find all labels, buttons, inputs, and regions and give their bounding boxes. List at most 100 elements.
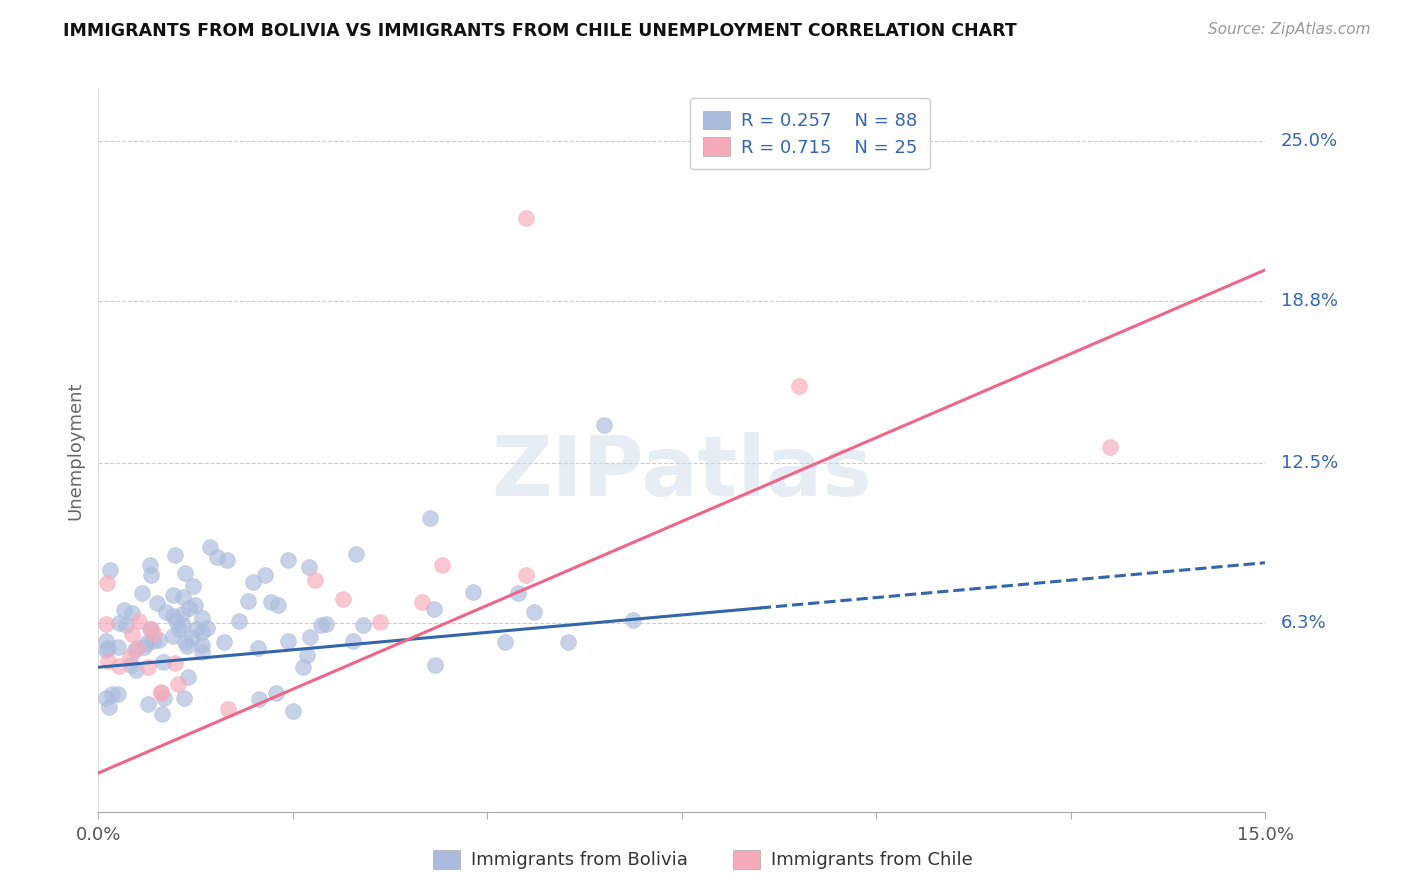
Point <box>96 575 118 590</box>
Point <box>621 613 644 627</box>
Point <box>191 645 214 659</box>
Point <box>107 659 129 673</box>
Point <box>139 558 162 573</box>
Point <box>146 596 169 610</box>
Point <box>96 642 118 657</box>
Point <box>139 623 162 637</box>
Text: 12.5%: 12.5% <box>1281 454 1339 473</box>
Point <box>260 595 283 609</box>
Point <box>352 618 374 632</box>
Point <box>155 605 177 619</box>
Point <box>112 602 135 616</box>
Point <box>292 660 315 674</box>
Point <box>430 558 453 573</box>
Point <box>121 606 143 620</box>
Point <box>254 568 277 582</box>
Point <box>138 698 160 712</box>
Point <box>167 622 190 636</box>
Point <box>165 615 187 629</box>
Point <box>247 692 270 706</box>
Point <box>181 579 204 593</box>
Point <box>215 553 238 567</box>
Point <box>172 618 194 632</box>
Point <box>368 615 391 630</box>
Point <box>96 617 118 632</box>
Point <box>198 540 221 554</box>
Point <box>149 686 172 700</box>
Point <box>107 687 129 701</box>
Point <box>96 691 118 706</box>
Point <box>277 553 299 567</box>
Point <box>101 687 124 701</box>
Point <box>191 611 214 625</box>
Point <box>304 573 326 587</box>
Point <box>173 691 195 706</box>
Point <box>162 629 184 643</box>
Point <box>787 379 810 393</box>
Point <box>332 592 354 607</box>
Point <box>342 633 364 648</box>
Point <box>120 657 142 672</box>
Point <box>180 631 202 645</box>
Point <box>191 625 214 640</box>
Point <box>107 640 129 655</box>
Point <box>191 638 214 652</box>
Point <box>1098 440 1121 454</box>
Point <box>118 650 141 665</box>
Point <box>142 627 165 641</box>
Point <box>128 614 150 628</box>
Point <box>212 634 235 648</box>
Point <box>277 634 299 648</box>
Point <box>115 617 138 632</box>
Point <box>423 601 446 615</box>
Point <box>172 590 194 604</box>
Point <box>97 640 120 655</box>
Point <box>176 640 198 654</box>
Point <box>184 622 207 636</box>
Point <box>246 641 269 656</box>
Text: 6.3%: 6.3% <box>1281 615 1327 632</box>
Point <box>177 670 200 684</box>
Point <box>419 510 441 524</box>
Point <box>98 563 121 577</box>
Point <box>228 614 250 628</box>
Text: IMMIGRANTS FROM BOLIVIA VS IMMIGRANTS FROM CHILE UNEMPLOYMENT CORRELATION CHART: IMMIGRANTS FROM BOLIVIA VS IMMIGRANTS FR… <box>63 22 1017 40</box>
Point <box>125 640 148 655</box>
Point <box>152 690 174 705</box>
Point <box>299 630 322 644</box>
Text: Source: ZipAtlas.com: Source: ZipAtlas.com <box>1208 22 1371 37</box>
Point <box>195 621 218 635</box>
Point <box>515 568 537 582</box>
Point <box>238 594 260 608</box>
Point <box>523 605 546 619</box>
Text: 25.0%: 25.0% <box>1281 132 1339 150</box>
Legend: R = 0.257    N = 88, R = 0.715    N = 25: R = 0.257 N = 88, R = 0.715 N = 25 <box>690 98 929 169</box>
Point <box>508 586 530 600</box>
Point <box>170 607 193 621</box>
Point <box>174 566 197 580</box>
Point <box>131 586 153 600</box>
Point <box>97 655 120 669</box>
Point <box>515 211 537 226</box>
Point <box>132 640 155 654</box>
Point <box>162 608 184 623</box>
Point <box>165 656 187 670</box>
Point <box>242 574 264 589</box>
Point <box>297 648 319 663</box>
Point <box>149 685 172 699</box>
Point <box>266 686 288 700</box>
Point <box>124 643 146 657</box>
Point <box>344 547 367 561</box>
Point <box>141 567 163 582</box>
Point <box>142 633 165 648</box>
Point <box>167 677 190 691</box>
Point <box>96 634 118 648</box>
Point <box>173 635 195 649</box>
Point <box>494 635 516 649</box>
Point <box>139 622 162 636</box>
Point <box>150 707 173 722</box>
Point <box>315 616 337 631</box>
Point <box>463 585 485 599</box>
Point <box>593 417 616 432</box>
Point <box>411 595 433 609</box>
